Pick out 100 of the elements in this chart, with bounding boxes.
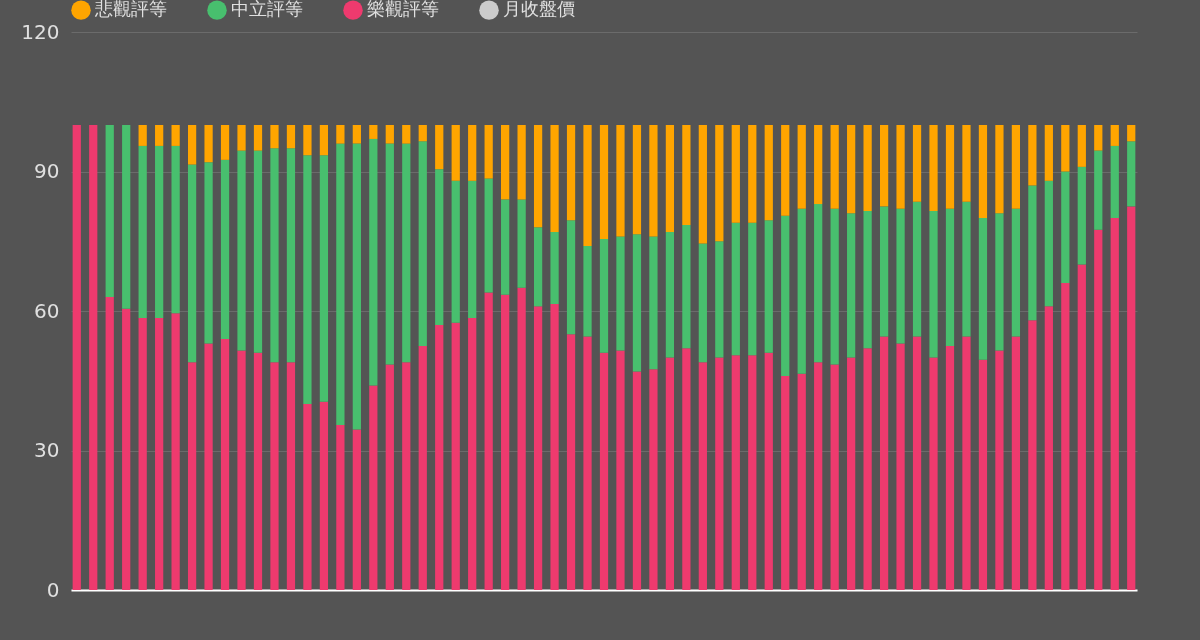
bar [649,125,658,237]
bar [748,222,757,356]
bar [72,125,81,590]
bar [896,125,905,209]
bar [1011,336,1021,590]
bar [945,125,955,209]
bar [270,362,279,590]
bar [1094,150,1103,230]
bar [583,125,592,246]
bar [402,143,411,363]
bar [698,362,707,590]
bar [155,145,164,318]
bar [1044,180,1053,307]
bar [1094,125,1103,151]
bar [319,125,329,156]
bar [451,180,460,323]
bar [1127,141,1136,207]
bar [912,336,922,590]
bar [632,234,642,372]
bar [665,231,675,358]
bar [468,180,477,318]
bar [698,125,707,244]
bar [220,338,230,590]
bar [1011,125,1021,209]
bar [286,148,296,363]
bar [847,357,856,590]
y-tick-label: 90 [34,159,60,183]
bar [616,350,625,590]
bar [171,145,180,314]
bar [1127,125,1136,142]
bar [978,125,988,218]
bar [484,178,493,293]
bar [781,125,790,216]
bar [929,125,938,212]
bar [385,143,394,365]
bar [583,336,592,590]
bar [698,243,707,363]
bar [533,306,543,590]
bar [451,322,460,590]
bar [187,125,197,165]
bar [517,125,526,200]
bar [501,294,510,590]
bar [649,369,658,590]
bar [204,343,213,590]
bar [319,155,329,402]
bar [945,208,955,346]
bar [599,125,609,239]
bar [319,401,329,590]
bar [122,308,131,590]
bar [1061,125,1070,172]
bar [138,317,147,590]
bar [863,211,872,349]
bar [237,350,246,590]
bar [995,350,1004,590]
bar [715,357,724,590]
bar [764,352,773,590]
bar [435,125,444,170]
legend-label: 悲觀評等 [94,0,167,20]
bar [748,355,757,590]
bar [731,125,740,223]
bar [402,125,411,144]
bar [879,206,889,337]
bar [1110,218,1119,590]
y-tick-label: 0 [46,577,60,602]
bar [286,362,296,590]
bar [550,125,559,232]
bar [369,138,378,386]
bar [748,125,757,223]
bar [187,164,197,363]
bar [781,215,790,377]
bar [550,231,559,305]
bar [797,373,806,590]
bar [501,199,510,295]
bar [253,352,263,590]
bar [1127,206,1136,590]
bar [797,125,806,209]
bar [105,297,114,590]
bar [385,364,394,590]
legend-label: 樂觀評等 [367,0,439,20]
bar [566,125,576,221]
bar [286,125,296,149]
bar [863,125,872,212]
bar [352,429,361,590]
bar [418,125,427,142]
bar [797,208,806,374]
bar [533,227,543,307]
bar [665,357,675,590]
bar [1110,125,1119,146]
bar [649,236,658,370]
bar [896,343,905,590]
bar [1077,125,1086,167]
bar [303,125,312,156]
bar [484,292,493,590]
bar [1028,125,1037,186]
legend-label: 中立評等 [231,0,303,20]
bar [715,125,724,242]
bar [105,125,114,298]
bar [945,345,955,590]
bar [847,125,856,214]
bar [583,245,592,337]
